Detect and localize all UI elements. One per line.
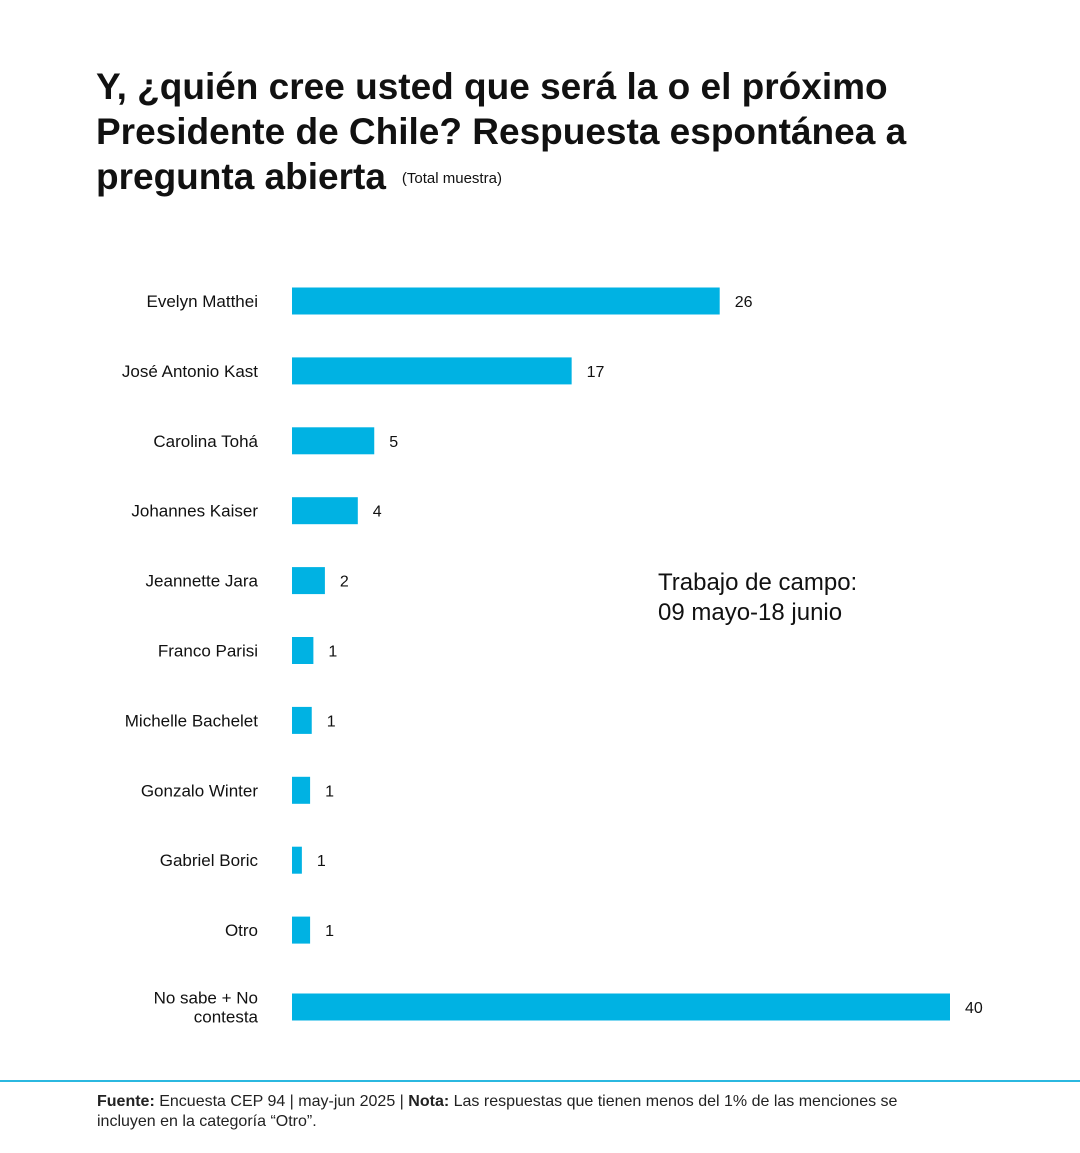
category-label: Carolina Tohá	[153, 432, 258, 451]
bar-value-label: 1	[328, 644, 337, 661]
bar	[292, 776, 311, 804]
bar-value-label: 1	[317, 853, 326, 870]
category-label: Gonzalo Winter	[141, 781, 258, 800]
category-label: Otro	[225, 921, 258, 940]
category-label: Michelle Bachelet	[125, 711, 259, 730]
bar	[292, 497, 358, 525]
bar	[292, 916, 311, 944]
bar-value-label: 1	[325, 783, 334, 800]
source-label: Fuente:	[97, 1093, 155, 1110]
footer-divider	[0, 1080, 1080, 1082]
bar	[292, 567, 325, 595]
category-label: No sabe + No	[154, 989, 258, 1008]
bar-value-label: 5	[389, 434, 398, 451]
category-label: Johannes Kaiser	[131, 502, 258, 521]
bar	[292, 846, 302, 874]
fieldwork-annotation: Trabajo de campo: 09 mayo-18 junio	[658, 568, 857, 628]
category-label: Jeannette Jara	[146, 572, 259, 591]
bar-value-label: 40	[965, 1000, 983, 1017]
chart-subtitle: (Total muestra)	[401, 170, 502, 187]
bar	[292, 357, 572, 385]
bar	[292, 287, 720, 315]
chart-title-main: Y, ¿quién cree usted que será la o el pr…	[96, 66, 907, 197]
bar-value-label: 4	[373, 504, 382, 521]
footer-note: Fuente: Encuesta CEP 94 | may-jun 2025 |…	[97, 1092, 957, 1132]
note-label: Nota:	[408, 1093, 450, 1110]
note-text: Las respuestas que tienen menos del 1% d…	[97, 1093, 898, 1130]
bar	[292, 637, 314, 664]
source-text: Encuesta CEP 94 | may-jun 2025 |	[154, 1093, 409, 1110]
bar-value-label: 1	[325, 923, 334, 940]
bar-value-label: 2	[340, 574, 349, 591]
chart-title: Y, ¿quién cree usted que será la o el pr…	[96, 64, 996, 201]
category-label: Franco Parisi	[158, 642, 258, 661]
bar	[292, 427, 375, 455]
category-label: José Antonio Kast	[122, 362, 258, 381]
bar-value-label: 17	[587, 364, 605, 381]
bar	[292, 993, 950, 1021]
fieldwork-dates: 09 mayo-18 junio	[658, 599, 843, 626]
bar-value-label: 26	[735, 294, 753, 311]
bar	[292, 706, 312, 734]
category-label: contesta	[194, 1008, 259, 1027]
category-label: Gabriel Boric	[160, 851, 259, 870]
bar-value-label: 1	[327, 713, 336, 730]
bar-chart: 26 Evelyn Matthei 17 José Antonio Kast 5 Caro…	[122, 287, 983, 1027]
fieldwork-label: Trabajo de campo:	[658, 569, 858, 596]
category-label: Evelyn Matthei	[147, 292, 259, 311]
